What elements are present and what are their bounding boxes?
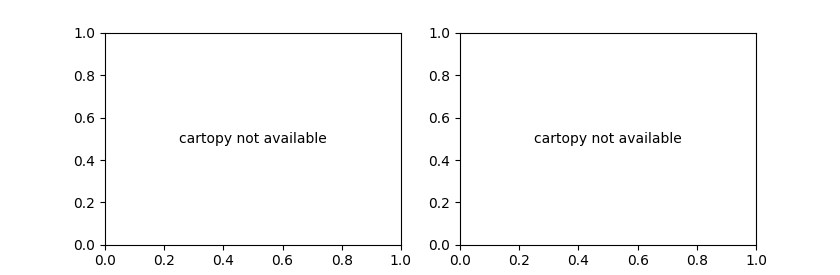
Text: cartopy not available: cartopy not available [534,132,682,146]
Text: cartopy not available: cartopy not available [179,132,327,146]
